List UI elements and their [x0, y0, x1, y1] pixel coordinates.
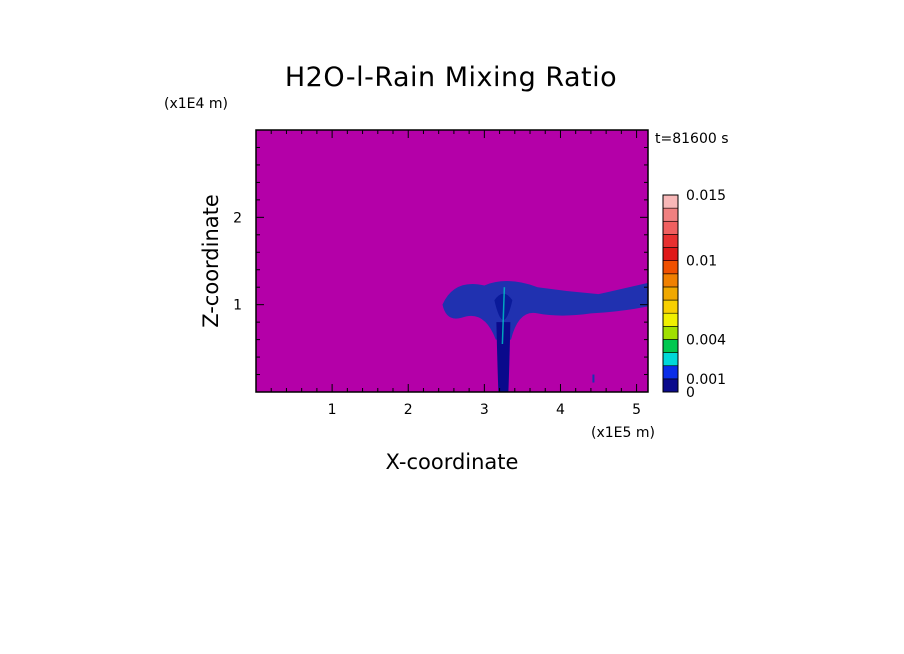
- time-label: t=81600 s: [655, 131, 729, 147]
- colorbar-swatch: [662, 312, 679, 327]
- x-tick-label: 3: [480, 402, 489, 418]
- plot-background: [256, 130, 648, 392]
- x-tick-label: 4: [556, 402, 565, 418]
- colorbar-swatch: [662, 207, 679, 222]
- y-tick-label: 2: [233, 210, 242, 226]
- rain-core-max: [501, 287, 506, 344]
- colorbar-swatch: [662, 299, 679, 314]
- x-axis: 1 2 3 4 5: [270, 130, 641, 418]
- colorbar-swatch: [662, 260, 679, 275]
- x-tick-label: 1: [328, 402, 337, 418]
- anvil-cloud: [442, 281, 648, 340]
- rain-column: [496, 322, 511, 392]
- colorbar-swatch: [662, 339, 679, 353]
- colorbar-label: 0.001: [686, 372, 726, 388]
- y-axis-label: Z-coordinate: [199, 194, 223, 328]
- x-scale-label: (x1E5 m): [591, 425, 655, 441]
- x-tick-label: 2: [404, 402, 413, 418]
- colorbar-swatch: [662, 273, 679, 288]
- colorbar-swatch: [662, 352, 679, 367]
- colorbar-swatch: [662, 286, 679, 301]
- colorbar-label: 0.004: [686, 332, 726, 348]
- colorbar-swatch: [662, 326, 679, 340]
- x-tick-label: 5: [632, 402, 641, 418]
- colorbar-label: 0.015: [686, 188, 726, 204]
- colorbar-frame: [662, 194, 679, 393]
- colorbar-swatch: [662, 220, 679, 235]
- colorbar-label: 0.01: [686, 254, 717, 270]
- colorbar-swatch: [662, 194, 679, 209]
- x-axis-label: X-coordinate: [386, 450, 519, 474]
- colorbar-label: 0: [686, 385, 695, 401]
- colorbar-swatch: [662, 234, 679, 248]
- y-axis: 12: [233, 146, 648, 376]
- colorbar-swatch: [662, 365, 679, 380]
- plot-frame: [255, 129, 649, 393]
- colorbar-swatch: [662, 378, 679, 393]
- colorbar-swatch: [662, 247, 679, 261]
- y-scale-label: (x1E4 m): [164, 96, 228, 112]
- y-tick-label: 1: [233, 298, 242, 314]
- rain-speck: [592, 374, 595, 383]
- plot-area: [255, 129, 649, 393]
- rain-field: [442, 281, 648, 392]
- chart-title: H2O-l-Rain Mixing Ratio: [285, 62, 617, 93]
